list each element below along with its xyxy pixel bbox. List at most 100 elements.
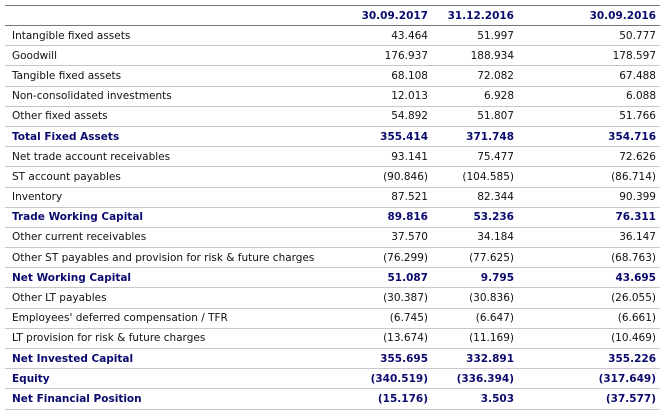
cell-value: 50.777: [518, 25, 660, 47]
row: Non-consolidated investments 12.013 6.928 6…: [5, 86, 660, 107]
cell-value: 51.807: [432, 106, 518, 127]
row-label: Intangible fixed assets: [5, 25, 340, 47]
cell-value: 6.928: [432, 86, 518, 107]
cell-value: 355.226: [518, 348, 660, 370]
row: Net trade account receivables 93.141 75.47…: [5, 146, 660, 168]
row-label: Net Working Capital: [5, 267, 340, 289]
row-label: ST account payables: [5, 166, 340, 188]
cell-value: 34.184: [432, 227, 518, 249]
table-container: 30.09.2017 31.12.2016 30.09.2016 Intangibl…: [5, 5, 660, 410]
cell-value: (13.674): [340, 328, 432, 350]
cell-value: 332.891: [432, 348, 518, 370]
cell-value: 75.477: [432, 146, 518, 168]
cell-value: (76.299): [340, 247, 432, 269]
column-header: 30.09.2017: [340, 5, 432, 26]
column-header: 30.09.2016: [518, 5, 660, 26]
cell-value: 3.503: [432, 388, 518, 410]
row-label: LT provision for risk & future charges: [5, 328, 340, 350]
cell-value: 51.087: [340, 267, 432, 289]
cell-value: (317.649): [518, 368, 660, 390]
cell-value: (340.519): [340, 368, 432, 390]
row: Tangible fixed assets 68.108 72.082 67.488: [5, 65, 660, 87]
cell-value: (15.176): [340, 388, 432, 410]
cell-value: 371.748: [432, 126, 518, 148]
total-row: Net Invested Capital 355.695 332.891 355.22…: [5, 348, 660, 370]
row: Intangible fixed assets 43.464 51.997 50.77…: [5, 25, 660, 47]
row-label: Net trade account receivables: [5, 146, 340, 168]
cell-value: 89.816: [340, 207, 432, 228]
row-label: Trade Working Capital: [5, 207, 340, 228]
cell-value: (86.714): [518, 166, 660, 188]
row: LT provision for risk & future charges (1…: [5, 328, 660, 350]
cell-value: 36.147: [518, 227, 660, 249]
row-label: Net Financial Position: [5, 388, 340, 410]
cell-value: (6.745): [340, 308, 432, 329]
row: Other current receivables 37.570 34.184 36.…: [5, 227, 660, 249]
row-label: Tangible fixed assets: [5, 65, 340, 87]
row-label: Other fixed assets: [5, 106, 340, 127]
cell-value: 87.521: [340, 187, 432, 208]
total-row: Total Fixed Assets 355.414 371.748 354.716: [5, 126, 660, 148]
cell-value: 54.892: [340, 106, 432, 127]
total-row: Trade Working Capital 89.816 53.236 76.311: [5, 207, 660, 228]
cell-value: (77.625): [432, 247, 518, 269]
row: Other fixed assets 54.892 51.807 51.766: [5, 106, 660, 127]
cell-value: 178.597: [518, 45, 660, 67]
cell-value: (6.647): [432, 308, 518, 329]
cell-value: 67.488: [518, 65, 660, 87]
row: Other ST payables and provision for risk…: [5, 247, 660, 269]
cell-value: 43.695: [518, 267, 660, 289]
cell-value: 82.344: [432, 187, 518, 208]
cell-value: 51.766: [518, 106, 660, 127]
cell-value: 355.414: [340, 126, 432, 148]
cell-value: 76.311: [518, 207, 660, 228]
row: Other LT payables (30.387) (30.836) (26.055…: [5, 287, 660, 309]
row: ST account payables (90.846) (104.585) (86.…: [5, 166, 660, 188]
row-label: Other LT payables: [5, 287, 340, 309]
cell-value: 9.795: [432, 267, 518, 289]
total-row: Net Working Capital 51.087 9.795 43.695: [5, 267, 660, 289]
cell-value: (26.055): [518, 287, 660, 309]
row-label: Non-consolidated investments: [5, 86, 340, 107]
cell-value: 43.464: [340, 25, 432, 47]
row-label: Net Invested Capital: [5, 348, 340, 370]
row: Inventory 87.521 82.344 90.399: [5, 187, 660, 208]
row: Goodwill 176.937 188.934 178.597: [5, 45, 660, 67]
header-row: 30.09.2017 31.12.2016 30.09.2016: [5, 5, 660, 26]
cell-value: 188.934: [432, 45, 518, 67]
cell-value: (10.469): [518, 328, 660, 350]
cell-value: 354.716: [518, 126, 660, 148]
cell-value: 72.082: [432, 65, 518, 87]
cell-value: 93.141: [340, 146, 432, 168]
row-label: Other ST payables and provision for risk…: [5, 247, 340, 269]
cell-value: 72.626: [518, 146, 660, 168]
cell-value: (90.846): [340, 166, 432, 188]
cell-value: (6.661): [518, 308, 660, 329]
row-label: Total Fixed Assets: [5, 126, 340, 148]
cell-value: (30.387): [340, 287, 432, 309]
cell-value: 53.236: [432, 207, 518, 228]
cell-value: 37.570: [340, 227, 432, 249]
column-header: 31.12.2016: [432, 5, 518, 26]
row-label: Equity: [5, 368, 340, 390]
cell-value: (336.394): [432, 368, 518, 390]
total-row: Equity (340.519) (336.394) (317.649): [5, 368, 660, 390]
balance-table: 30.09.2017 31.12.2016 30.09.2016 Intangibl…: [5, 5, 660, 410]
row: Employees' deferred compensation / TFR (6…: [5, 308, 660, 329]
row-label: Inventory: [5, 187, 340, 208]
cell-value: (37.577): [518, 388, 660, 410]
row-label: Employees' deferred compensation / TFR: [5, 308, 340, 329]
cell-value: 6.088: [518, 86, 660, 107]
cell-value: 51.997: [432, 25, 518, 47]
cell-value: 12.013: [340, 86, 432, 107]
cell-value: (11.169): [432, 328, 518, 350]
cell-value: 355.695: [340, 348, 432, 370]
total-row: Net Financial Position (15.176) 3.503 (37.5…: [5, 388, 660, 410]
row-label: Other current receivables: [5, 227, 340, 249]
cell-value: (68.763): [518, 247, 660, 269]
row-label: Goodwill: [5, 45, 340, 67]
cell-value: 176.937: [340, 45, 432, 67]
cell-value: (104.585): [432, 166, 518, 188]
cell-value: (30.836): [432, 287, 518, 309]
